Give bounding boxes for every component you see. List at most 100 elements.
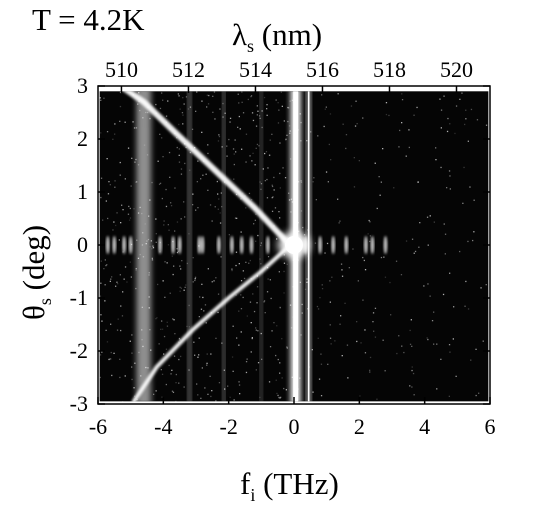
- noise-dot: [211, 390, 213, 392]
- noise-dot: [475, 348, 477, 350]
- noise-dot: [341, 269, 343, 271]
- noise-dot: [314, 242, 317, 244]
- noise-dot: [267, 278, 269, 280]
- noise-dot: [131, 352, 133, 354]
- noise-dot: [100, 314, 102, 316]
- noise-dot: [100, 99, 102, 101]
- noise-dot: [116, 212, 118, 214]
- noise-dot: [251, 337, 253, 339]
- noise-dot: [192, 204, 194, 206]
- noise-dot: [369, 369, 371, 371]
- noise-dot: [442, 293, 445, 296]
- noise-dot: [283, 262, 286, 264]
- noise-dot: [248, 192, 251, 195]
- noise-dot: [161, 396, 163, 398]
- noise-dot: [119, 274, 121, 276]
- noise-dot: [220, 192, 222, 194]
- noise-dot: [155, 233, 157, 235]
- noise-dot: [238, 263, 240, 265]
- noise-dot: [257, 110, 259, 112]
- noise-dot: [288, 107, 290, 109]
- noise-dot: [444, 253, 446, 255]
- noise-dot: [258, 145, 260, 147]
- noise-dot: [315, 199, 317, 201]
- noise-dot: [281, 105, 283, 107]
- noise-dot: [367, 233, 369, 235]
- noise-dot: [241, 91, 243, 93]
- noise-dot: [467, 240, 469, 243]
- noise-dot: [247, 98, 249, 101]
- noise-dot: [107, 193, 110, 195]
- noise-dot: [155, 390, 157, 392]
- x2-tick-label: 512: [172, 57, 205, 82]
- noise-dot: [207, 144, 209, 146]
- noise-dot: [110, 358, 112, 360]
- noise-dot: [106, 341, 109, 343]
- noise-dot: [114, 123, 116, 125]
- noise-dot: [229, 396, 231, 398]
- noise-dot: [200, 178, 202, 180]
- noise-dot: [413, 252, 415, 254]
- noise-dot: [360, 342, 362, 344]
- noise-dot: [416, 106, 418, 109]
- noise-dot: [123, 278, 125, 280]
- noise-dot: [345, 134, 348, 136]
- noise-dot: [217, 293, 220, 295]
- noise-dot: [436, 388, 438, 390]
- noise-dot: [179, 265, 181, 267]
- noise-dot: [413, 114, 415, 116]
- noise-dot: [279, 172, 281, 175]
- noise-dot: [151, 248, 153, 250]
- noise-dot: [271, 210, 274, 212]
- noise-dot: [286, 347, 288, 349]
- noise-dot: [180, 355, 182, 358]
- noise-dot: [114, 133, 116, 135]
- top-axis-title-sub: s: [247, 36, 254, 56]
- noise-dot: [218, 134, 220, 136]
- noise-dot: [376, 207, 378, 210]
- y-axis-title-rest: (deg): [16, 225, 51, 298]
- noise-dot: [378, 176, 380, 178]
- noise-dot: [182, 114, 184, 116]
- noise-dot: [276, 325, 278, 327]
- noise-dot: [207, 268, 209, 270]
- noise-dot: [179, 339, 181, 341]
- noise-dot: [325, 106, 327, 108]
- noise-dot: [418, 246, 420, 248]
- noise-dot: [206, 353, 208, 355]
- noise-dot: [131, 378, 133, 381]
- noise-dot: [121, 315, 124, 317]
- noise-dot: [180, 287, 182, 289]
- noise-dot: [207, 103, 210, 105]
- noise-dot: [329, 324, 331, 326]
- noise-dot: [256, 143, 259, 146]
- noise-dot: [124, 266, 127, 268]
- noise-dot: [284, 177, 287, 179]
- noise-dot: [279, 187, 281, 189]
- noise-dot: [178, 95, 180, 97]
- noise-dot: [131, 334, 133, 336]
- noise-dot: [106, 264, 108, 266]
- noise-dot: [385, 113, 388, 116]
- noise-dot: [440, 109, 443, 111]
- noise-dot: [281, 377, 283, 379]
- noise-dot: [446, 187, 448, 189]
- noise-dot: [183, 289, 185, 291]
- noise-dot: [330, 159, 332, 161]
- noise-dot: [155, 318, 157, 320]
- noise-dot: [178, 382, 180, 384]
- y-tick-label: -2: [70, 338, 88, 363]
- noise-dot: [382, 339, 384, 341]
- noise-dot: [433, 343, 435, 345]
- noise-dot: [321, 94, 323, 96]
- noise-dot: [485, 284, 487, 286]
- y-axis-title: θs (deg): [16, 225, 55, 320]
- noise-dot: [241, 101, 243, 103]
- noise-dot: [201, 131, 203, 133]
- noise-dot: [310, 131, 312, 133]
- noise-dot: [277, 102, 279, 104]
- noise-dot: [135, 287, 137, 290]
- noise-dot: [219, 108, 221, 110]
- noise-dot: [206, 106, 208, 108]
- zero-angle-spot: [344, 236, 349, 254]
